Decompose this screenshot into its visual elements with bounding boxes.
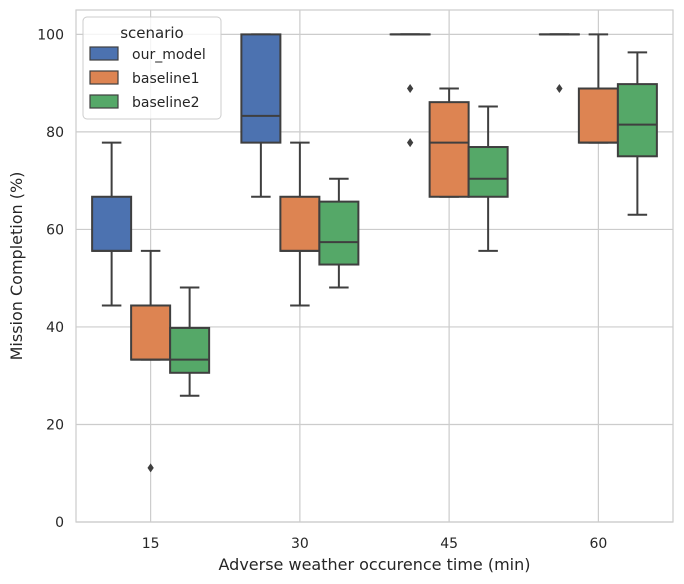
y-tick-label: 0	[55, 515, 64, 531]
x-tick-label: 30	[291, 536, 309, 552]
y-tick-label: 20	[46, 417, 64, 433]
iqr-box	[130, 304, 172, 361]
box-our_model-60	[538, 33, 580, 94]
tick-labels: 0 20 40 60 80 100 15 30 45 60	[37, 27, 607, 552]
x-axis-label: Adverse weather occurence time (min)	[219, 555, 531, 574]
x-tick-label: 60	[589, 536, 607, 552]
legend-title: scenario	[120, 24, 184, 42]
x-tick-label: 15	[142, 536, 160, 552]
box-baseline2-60	[616, 51, 658, 216]
y-tick-label: 40	[46, 320, 64, 336]
iqr-box	[169, 326, 211, 374]
box-baseline1-45	[428, 87, 470, 198]
legend-swatch-baseline2	[89, 94, 119, 109]
legend: scenario our_model baseline1 baseline2	[82, 16, 222, 120]
y-axis-label: Mission Completion (%)	[7, 172, 26, 361]
y-tick-label: 60	[46, 222, 64, 238]
iqr-box	[318, 200, 360, 266]
x-tick-label: 45	[440, 536, 458, 552]
iqr-box	[428, 101, 470, 198]
box-baseline1-15	[130, 249, 172, 473]
iqr-box	[240, 33, 282, 144]
box-baseline2-30	[318, 177, 360, 289]
legend-swatch-baseline1	[89, 70, 119, 85]
outlier-point	[406, 84, 414, 94]
legend-swatch-our_model	[89, 46, 119, 61]
y-tick-label: 80	[46, 125, 64, 141]
box-baseline2-45	[467, 105, 509, 252]
box-our_model-30	[240, 33, 282, 198]
iqr-box	[91, 195, 133, 252]
box-baseline2-15	[169, 286, 211, 397]
box-our_model-45	[389, 33, 431, 148]
iqr-box	[616, 83, 658, 158]
iqr-box	[577, 87, 619, 144]
y-tick-label: 100	[37, 27, 64, 43]
legend-frame	[82, 16, 222, 120]
legend-label-baseline2: baseline2	[132, 95, 200, 111]
outlier-point	[147, 463, 154, 473]
iqr-box	[467, 146, 509, 198]
boxes	[91, 33, 658, 473]
box-our_model-15	[91, 141, 133, 307]
legend-label-our_model: our_model	[132, 47, 206, 63]
outlier-point	[556, 84, 563, 94]
legend-label-baseline1: baseline1	[132, 71, 200, 87]
outlier-point	[406, 138, 414, 148]
iqr-box	[279, 195, 321, 252]
